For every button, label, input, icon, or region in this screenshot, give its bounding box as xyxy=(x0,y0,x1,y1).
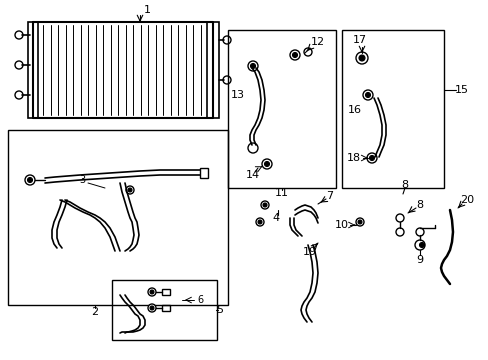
Circle shape xyxy=(247,61,258,71)
Circle shape xyxy=(362,90,372,100)
Text: 4: 4 xyxy=(272,213,279,223)
Circle shape xyxy=(289,50,299,60)
Text: 1: 1 xyxy=(143,5,150,15)
Text: 12: 12 xyxy=(310,37,325,47)
Bar xyxy=(341,30,443,188)
Circle shape xyxy=(263,203,266,207)
Bar xyxy=(162,289,170,295)
Circle shape xyxy=(355,218,363,226)
Circle shape xyxy=(150,306,154,310)
Circle shape xyxy=(357,220,361,224)
Text: 20: 20 xyxy=(459,195,473,205)
Bar xyxy=(8,130,227,305)
Circle shape xyxy=(223,36,230,44)
Circle shape xyxy=(15,91,23,99)
Bar xyxy=(162,305,170,311)
Text: 14: 14 xyxy=(245,170,260,180)
Circle shape xyxy=(126,186,134,194)
Text: 9: 9 xyxy=(416,255,423,265)
Circle shape xyxy=(25,175,35,185)
Text: 11: 11 xyxy=(274,188,288,198)
Circle shape xyxy=(247,143,258,153)
Text: 16: 16 xyxy=(347,105,361,115)
Circle shape xyxy=(415,228,423,236)
Circle shape xyxy=(395,228,403,236)
Circle shape xyxy=(304,48,311,56)
Bar xyxy=(112,280,217,340)
Circle shape xyxy=(258,220,262,224)
Text: 6: 6 xyxy=(197,295,203,305)
Circle shape xyxy=(250,63,255,68)
Circle shape xyxy=(15,31,23,39)
Text: 18: 18 xyxy=(346,153,360,163)
Circle shape xyxy=(150,290,154,294)
Text: 2: 2 xyxy=(91,307,99,317)
Circle shape xyxy=(365,93,370,98)
Circle shape xyxy=(369,156,374,161)
Bar xyxy=(200,168,207,178)
Circle shape xyxy=(128,188,132,192)
Circle shape xyxy=(419,243,424,248)
Circle shape xyxy=(148,288,156,296)
Circle shape xyxy=(148,304,156,312)
Text: 7: 7 xyxy=(326,191,333,201)
Circle shape xyxy=(262,159,271,169)
Circle shape xyxy=(256,218,264,226)
Circle shape xyxy=(264,162,269,166)
Text: 13: 13 xyxy=(230,90,244,100)
Text: 3: 3 xyxy=(79,175,85,185)
Circle shape xyxy=(395,214,403,222)
Circle shape xyxy=(223,76,230,84)
Circle shape xyxy=(27,177,32,183)
Text: 5: 5 xyxy=(216,305,223,315)
Circle shape xyxy=(355,52,367,64)
Bar xyxy=(227,30,335,188)
Bar xyxy=(28,22,38,118)
Text: 8: 8 xyxy=(416,200,423,210)
Text: 19: 19 xyxy=(303,247,316,257)
Text: 17: 17 xyxy=(352,35,366,45)
Circle shape xyxy=(414,240,424,250)
Text: 8: 8 xyxy=(401,180,408,190)
Circle shape xyxy=(366,153,376,163)
Bar xyxy=(206,22,219,118)
Circle shape xyxy=(292,53,297,58)
Circle shape xyxy=(15,61,23,69)
Circle shape xyxy=(358,55,364,61)
Text: 15: 15 xyxy=(454,85,468,95)
Text: 10: 10 xyxy=(334,220,348,230)
Circle shape xyxy=(261,201,268,209)
